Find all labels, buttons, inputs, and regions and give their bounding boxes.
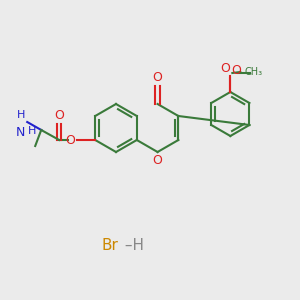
Text: O: O	[220, 62, 230, 75]
Text: O: O	[153, 71, 163, 84]
Text: O: O	[153, 154, 163, 167]
Text: O: O	[54, 109, 64, 122]
Text: N: N	[16, 126, 25, 139]
Text: H: H	[28, 126, 37, 136]
Text: O: O	[65, 134, 75, 146]
Text: CH₃: CH₃	[244, 67, 262, 77]
Text: Br: Br	[101, 238, 118, 253]
Text: –H: –H	[120, 238, 144, 253]
Text: H: H	[17, 110, 25, 120]
Text: O: O	[231, 64, 241, 77]
